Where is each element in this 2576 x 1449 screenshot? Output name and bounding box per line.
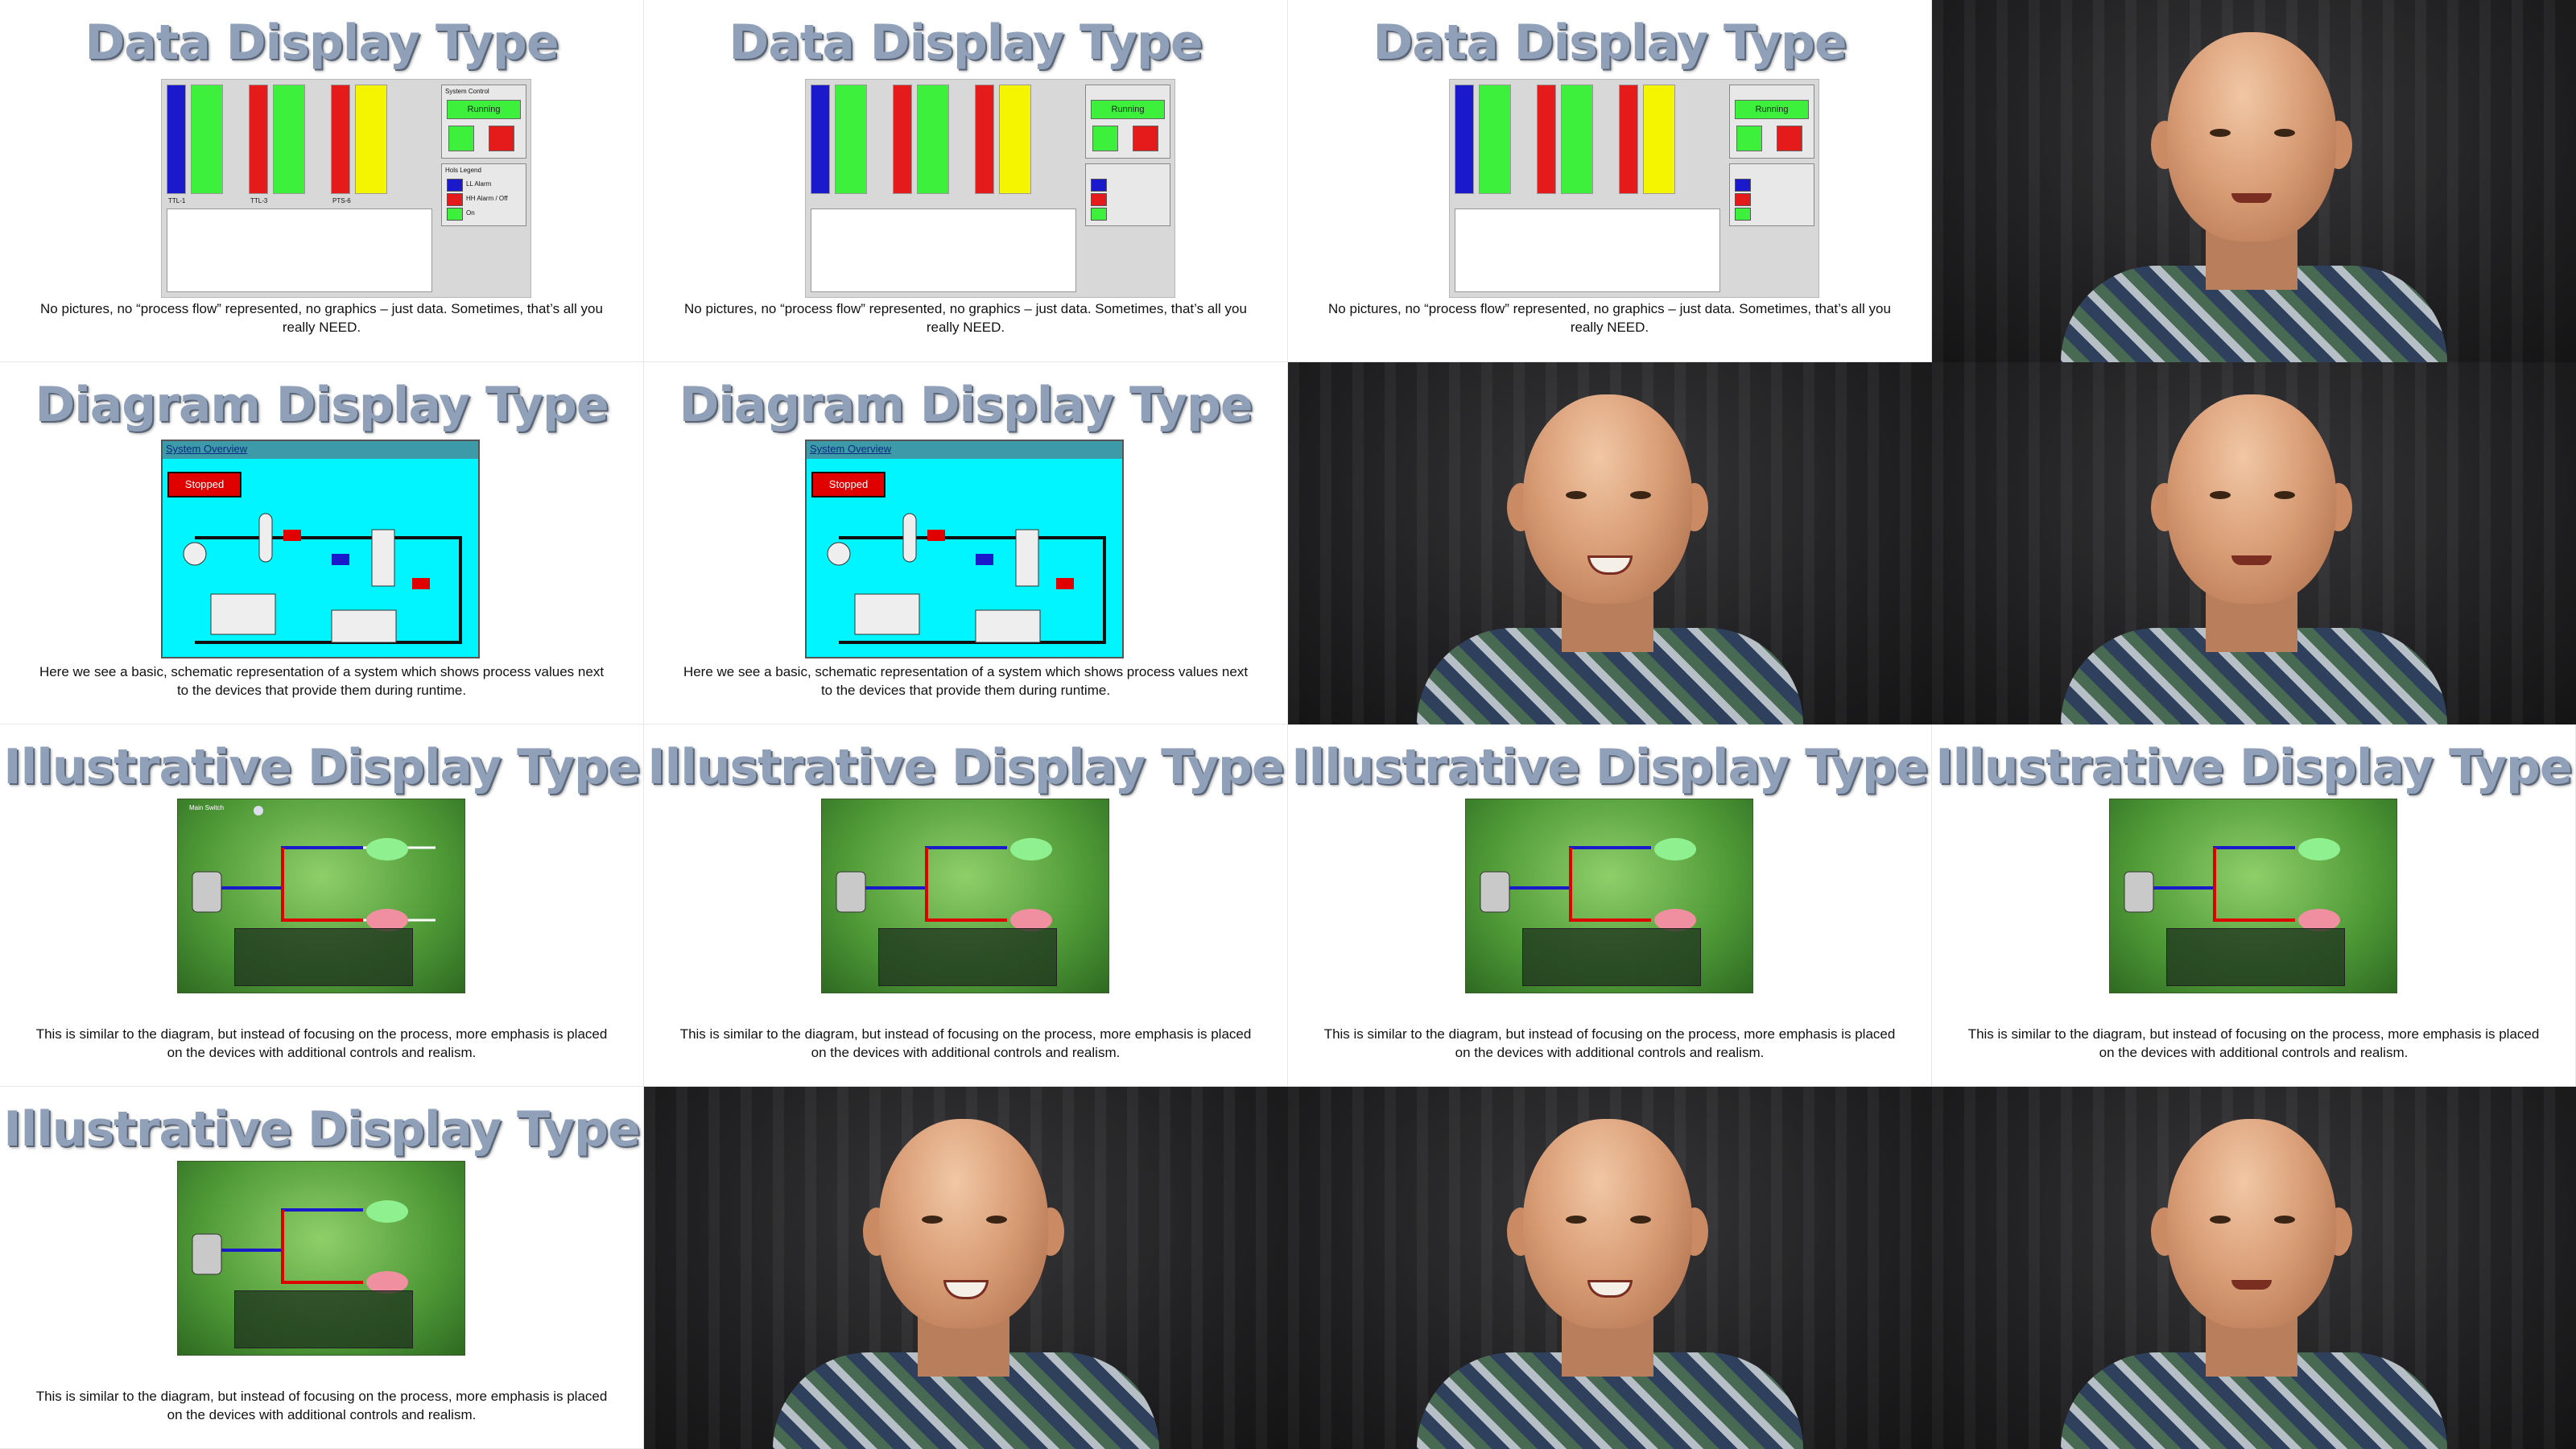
diagram-tabs[interactable]: System Overview [807, 441, 1122, 459]
slide-title: Illustrative Display Type [1935, 739, 2572, 795]
data-display-panel: Running [805, 79, 1175, 298]
diagram-display-panel: System Overview Stopped [161, 440, 480, 658]
start-button[interactable] [448, 126, 474, 151]
illustrative-schematic [836, 838, 1052, 931]
presenter-video-frame [1932, 1087, 2576, 1449]
slide-caption: This is similar to the diagram, but inst… [35, 1389, 608, 1422]
legend-title: Hols Legend [445, 167, 481, 174]
legend-item: HH Alarm / Off [466, 195, 508, 202]
presenter-head [2167, 394, 2336, 604]
start-button[interactable] [1092, 126, 1118, 151]
presenter-video-frame [1288, 1087, 1932, 1449]
slide-title: Illustrative Display Type [1291, 739, 1928, 795]
data-display-panel: Running [1449, 79, 1819, 298]
slide-title: Diagram Display Type [679, 377, 1253, 433]
start-button[interactable] [1736, 126, 1762, 151]
slide-caption: This is similar to the diagram, but inst… [679, 1026, 1252, 1060]
presenter-video-frame [1932, 362, 2576, 724]
slide-caption: Here we see a basic, schematic represent… [683, 664, 1249, 698]
trend-chart [1522, 928, 1701, 986]
diagram-display-panel: System Overview Stopped [805, 440, 1124, 658]
slide-illustrative-display-5: Illustrative Display Type This is simila… [0, 1087, 644, 1449]
stopped-status: Stopped [167, 472, 242, 497]
slide-illustrative-display-3: Illustrative Display Type This is simila… [1288, 724, 1932, 1087]
slide-caption: Here we see a basic, schematic represent… [39, 664, 605, 698]
slide-title: Data Display Type [729, 14, 1203, 71]
illustrative-schematic [192, 1200, 408, 1294]
illustrative-display-panel [1465, 799, 1753, 993]
presenter-head [2167, 1119, 2336, 1328]
slide-illustrative-display-1: Illustrative Display Type Main Switch Th… [0, 724, 644, 1087]
presenter-video-frame [1288, 362, 1932, 724]
slide-title: Illustrative Display Type [647, 739, 1284, 795]
running-status: Running [1735, 100, 1809, 119]
main-switch-label: Main Switch [189, 804, 225, 811]
column-label: PTS-6 [332, 197, 351, 204]
slide-diagram-display-2: Diagram Display Type System Overview Sto… [644, 362, 1288, 724]
slide-illustrative-display-2: Illustrative Display Type This is simila… [644, 724, 1288, 1087]
slide-title: Illustrative Display Type [3, 1101, 640, 1158]
slide-title: Diagram Display Type [35, 377, 609, 433]
process-schematic [827, 513, 1106, 644]
slide-data-display-1: Data Display Type TTL-1 TTL-3 PTS-6 Syst… [0, 0, 644, 362]
system-control-box: Running [1729, 85, 1814, 159]
slide-caption: No pictures, no “process flow” represent… [1328, 301, 1891, 335]
legend-box [1729, 163, 1814, 226]
slide-caption: This is similar to the diagram, but inst… [1967, 1026, 2540, 1060]
presenter-head [2167, 32, 2336, 242]
system-control-box: Running [1085, 85, 1170, 159]
trend-chart [878, 928, 1057, 986]
presenter-video-frame [644, 1087, 1288, 1449]
illustrative-display-panel [177, 1161, 465, 1356]
stop-button[interactable] [489, 126, 514, 151]
trend-chart [234, 1290, 413, 1348]
slide-caption: No pictures, no “process flow” represent… [40, 301, 603, 335]
stop-button[interactable] [1777, 126, 1802, 151]
trend-chart [2166, 928, 2345, 986]
slide-data-display-2: Data Display Type Running No pictures, n… [644, 0, 1288, 362]
system-overview-link[interactable]: System Overview [810, 443, 892, 455]
slide-title: Illustrative Display Type [3, 739, 640, 795]
slide-caption: No pictures, no “process flow” represent… [684, 301, 1247, 335]
legend-box [1085, 163, 1170, 226]
slide-data-display-3: Data Display Type Running No pictures, n… [1288, 0, 1932, 362]
legend-item: On [466, 209, 475, 217]
presenter-video-frame [1932, 0, 2576, 362]
slide-title: Data Display Type [85, 14, 559, 71]
stopped-status: Stopped [811, 472, 886, 497]
slide-diagram-display-1: Diagram Display Type System Overview Sto… [0, 362, 644, 724]
running-status: Running [447, 100, 521, 119]
process-schematic [183, 513, 462, 644]
column-label: TTL-3 [250, 197, 268, 204]
slide-caption: This is similar to the diagram, but inst… [1323, 1026, 1896, 1060]
slide-illustrative-display-4: Illustrative Display Type This is simila… [1932, 724, 2576, 1087]
system-control-label: System Control [445, 88, 489, 95]
stop-button[interactable] [1133, 126, 1158, 151]
illustrative-schematic [192, 806, 436, 931]
illustrative-schematic [1480, 838, 1696, 931]
system-overview-link[interactable]: System Overview [166, 443, 248, 455]
column-label: TTL-1 [168, 197, 186, 204]
diagram-tabs[interactable]: System Overview [163, 441, 478, 459]
trend-chart [234, 928, 413, 986]
legend-item: LL Alarm [466, 180, 492, 188]
illustrative-display-panel: Main Switch [177, 799, 465, 993]
data-display-panel: TTL-1 TTL-3 PTS-6 System Control Running… [161, 79, 531, 298]
legend-box: Hols Legend LL Alarm HH Alarm / Off On [441, 163, 526, 226]
illustrative-display-panel [2109, 799, 2397, 993]
system-control-box: System Control Running [441, 85, 526, 159]
illustrative-display-panel [821, 799, 1109, 993]
slide-title: Data Display Type [1373, 14, 1847, 71]
illustrative-schematic [2124, 838, 2340, 931]
running-status: Running [1091, 100, 1165, 119]
slide-caption: This is similar to the diagram, but inst… [35, 1026, 608, 1060]
